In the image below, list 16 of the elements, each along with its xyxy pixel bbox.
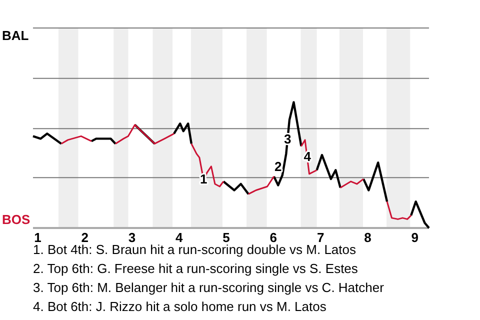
- text: BAL: [2, 28, 29, 43]
- x-tick-label: 4: [176, 230, 184, 245]
- x-tick-label: 1: [34, 230, 42, 245]
- text: 3. Top 6th: M. Belanger hit a run-scoring single vs C. Hatcher: [33, 280, 385, 295]
- x-tick-label: 9: [411, 230, 418, 245]
- x-tick-label: 2: [81, 230, 88, 245]
- x-tick-label: 6: [270, 230, 278, 245]
- text: 2. Top 6th: G. Freese hit a run-scoring single vs S. Estes: [33, 261, 358, 276]
- x-tick-label: 3: [128, 230, 136, 245]
- text: 4. Bot 6th: J. Rizzo hit a solo home run vs M. Latos: [33, 299, 327, 314]
- annotation: 2: [274, 159, 282, 174]
- text: 1. Bot 4th: S. Braun hit a run-scoring double vs M. Latos: [33, 242, 357, 257]
- x-tick-label: 7: [316, 230, 324, 245]
- x-tick-label: 5: [222, 230, 230, 245]
- text: BOS: [2, 212, 30, 227]
- x-tick-label: 8: [364, 230, 372, 245]
